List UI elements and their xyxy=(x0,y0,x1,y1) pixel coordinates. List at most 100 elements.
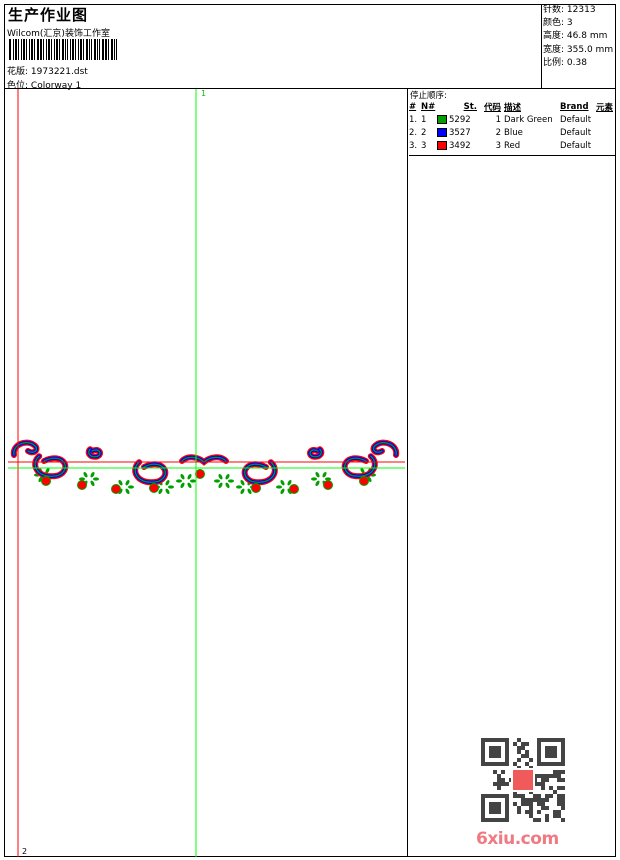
qr-module xyxy=(561,798,565,802)
flower-motif xyxy=(111,484,121,494)
qr-module xyxy=(541,786,545,790)
leaf-motif xyxy=(165,488,170,495)
barcode-bar xyxy=(75,39,77,60)
qr-module xyxy=(529,798,533,802)
barcode xyxy=(9,39,119,60)
qr-module xyxy=(561,778,565,782)
qr-module xyxy=(497,774,501,778)
qr-module xyxy=(513,794,517,798)
qr-module xyxy=(493,770,497,774)
barcode-bar xyxy=(64,39,66,60)
design-file-label: 花版: xyxy=(7,67,29,77)
qr-module xyxy=(553,810,557,814)
company-name: Wilcom(汇京)装饰工作室 xyxy=(7,29,110,39)
table-row: 3. 3 3492 3 Red Default xyxy=(409,140,592,151)
barcode-bar xyxy=(83,39,85,60)
barcode-bar xyxy=(25,39,27,60)
barcode-bar xyxy=(72,39,75,60)
qr-module xyxy=(545,798,549,802)
qr-module xyxy=(557,814,561,818)
qr-module xyxy=(525,742,529,746)
leaf-motif xyxy=(187,482,192,489)
barcode-bar xyxy=(42,39,44,60)
qr-module xyxy=(537,802,541,806)
barcode-bar xyxy=(114,39,116,60)
design-info-box: 针数: 12313 颜色: 3 高度: 46.8 mm 宽度: 355.0 mm… xyxy=(541,4,616,88)
paisley-motif xyxy=(309,448,322,458)
color-swatch xyxy=(437,127,447,137)
leaf-motif xyxy=(218,482,223,489)
qr-module xyxy=(553,814,557,818)
leaf-motif xyxy=(240,479,245,486)
qr-module xyxy=(557,770,561,774)
qr-module xyxy=(497,782,501,786)
leaf-motif xyxy=(168,485,174,489)
info-colors: 颜色: 3 xyxy=(543,18,573,29)
barcode-bar xyxy=(80,39,83,60)
qr-module xyxy=(533,798,537,802)
production-sheet xyxy=(4,4,616,857)
barcode-bar xyxy=(86,39,89,60)
flower-motif xyxy=(77,480,87,490)
qr-module xyxy=(529,802,533,806)
leaf-motif xyxy=(322,471,327,478)
qr-module xyxy=(525,762,529,766)
qr-module xyxy=(525,810,529,814)
paisley-motif xyxy=(88,448,101,458)
info-width: 宽度: 355.0 mm xyxy=(543,44,614,55)
qr-module xyxy=(537,782,541,786)
qr-module xyxy=(545,818,549,822)
leaf-motif xyxy=(83,471,88,478)
qr-module xyxy=(521,746,525,750)
qr-module xyxy=(545,774,549,778)
barcode-bar xyxy=(45,39,47,60)
qr-module xyxy=(493,782,497,786)
leaf-motif xyxy=(128,485,134,489)
embroidery-design xyxy=(10,439,400,495)
paisley-motif xyxy=(244,461,276,483)
qr-module xyxy=(541,806,545,810)
qr-module xyxy=(517,746,521,750)
qr-module xyxy=(561,806,565,810)
barcode-bar xyxy=(53,39,55,60)
table-row: 1. 1 5292 1 Dark Green Default xyxy=(409,114,592,125)
barcode-bar xyxy=(91,39,93,60)
barcode-bar xyxy=(20,39,22,60)
leaf-motif xyxy=(118,488,123,495)
barcode-bar xyxy=(33,39,35,60)
qr-module xyxy=(557,810,561,814)
qr-module xyxy=(525,750,529,754)
barcode-bar xyxy=(9,39,11,60)
table-row: 2. 2 3527 2 Blue Default xyxy=(409,127,592,138)
qr-module xyxy=(501,782,505,786)
barcode-bar xyxy=(47,39,50,60)
qr-code xyxy=(481,738,565,822)
qr-module xyxy=(541,802,545,806)
leaf-motif xyxy=(228,479,234,483)
qr-module xyxy=(513,762,517,766)
qr-module xyxy=(517,738,521,742)
leaf-motif xyxy=(218,473,223,480)
info-stitches: 针数: 12313 xyxy=(543,5,596,15)
qr-module xyxy=(541,778,545,782)
leaf-motif xyxy=(276,485,282,489)
design-preview: 1 2 xyxy=(4,89,408,857)
paisley-motif xyxy=(134,461,166,483)
qr-module xyxy=(541,798,545,802)
page-title: 生产作业图 xyxy=(8,6,89,24)
stop-sequence-title: 停止顺序: xyxy=(410,91,447,101)
leaf-motif xyxy=(45,467,50,474)
qr-module xyxy=(517,806,521,810)
leaf-motif xyxy=(190,479,196,483)
qr-module xyxy=(561,794,565,798)
flower-motif xyxy=(323,480,333,490)
leaf-motif xyxy=(118,479,123,486)
qr-module xyxy=(561,818,565,822)
qr-module xyxy=(541,782,545,786)
qr-module xyxy=(513,802,517,806)
embroidery-canvas xyxy=(8,89,405,857)
stop-sequence-table: # N# St. 代码 描述 Brand 元素 1. 1 5292 1 Dark … xyxy=(409,100,613,152)
flower-motif xyxy=(149,483,159,493)
leaf-motif xyxy=(247,488,252,495)
flower-motif xyxy=(251,483,261,493)
